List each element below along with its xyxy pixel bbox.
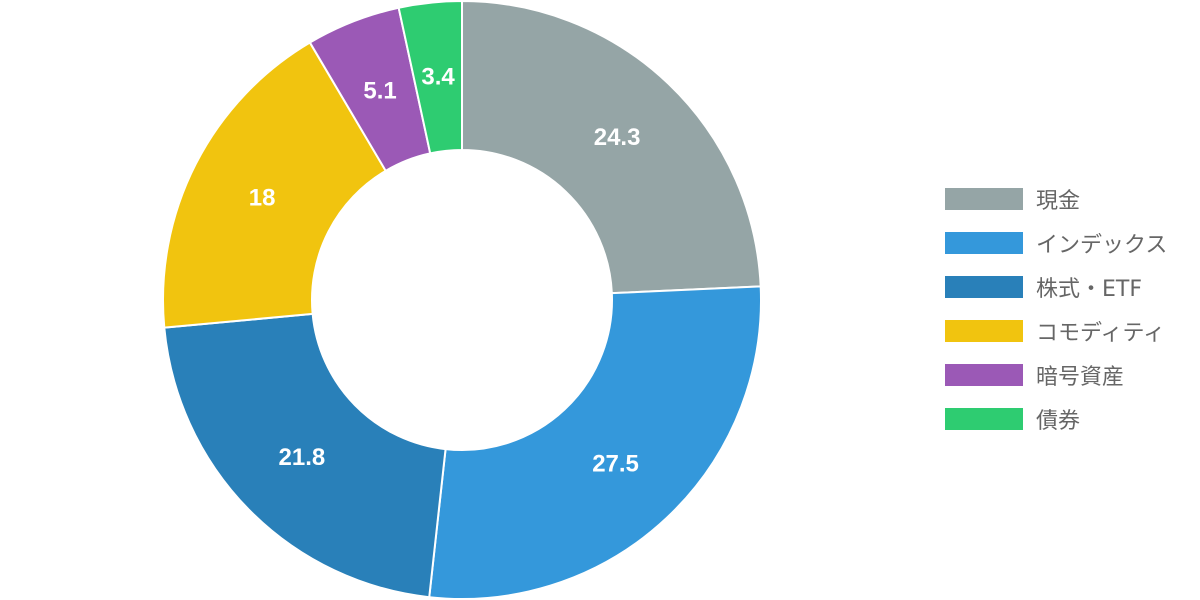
chart-legend: 現金インデックス 株式・ETF コモディティ 暗号資産債券 [945, 177, 1195, 441]
legend-swatch [945, 232, 1023, 254]
chart-value-labels: 24.3 27.5 21.8 18 5.1 3.4 [249, 63, 641, 477]
slice-1 [461, 0, 762, 295]
legend-label: 債券 [1036, 409, 1081, 434]
legend-label: 株式・ETF [1036, 277, 1142, 302]
legend-label: 暗号資産 [1036, 365, 1125, 390]
slice-value-label: 24.3 [594, 124, 641, 151]
legend-swatch [945, 408, 1023, 430]
legend-item[interactable]: インデックス [945, 221, 1195, 265]
legend-item[interactable]: コモディティ [945, 309, 1195, 353]
legend-item[interactable]: 債券 [945, 397, 1195, 441]
legend-swatch [945, 188, 1023, 210]
legend-label: インデックス [1036, 233, 1168, 258]
legend-swatch [945, 364, 1023, 386]
slice-value-label: 3.4 [421, 63, 455, 90]
slice-value-label: 21.8 [279, 444, 326, 471]
slice-value-label: 18 [249, 184, 276, 211]
slice-value-label: 27.5 [592, 450, 639, 477]
legend-label: コモディティ [1036, 321, 1166, 346]
slice-value-label: 5.1 [363, 77, 396, 104]
legend-item[interactable]: 暗号資産 [945, 353, 1195, 397]
legend-item[interactable]: 現金 [945, 177, 1195, 221]
slice-2 [428, 285, 762, 600]
slice-3 [163, 312, 447, 599]
legend-swatch [945, 320, 1023, 342]
legend-label: 現金 [1036, 189, 1081, 214]
legend-swatch [945, 276, 1023, 298]
slice-6 [397, 0, 463, 155]
legend-item[interactable]: 株式・ETF [945, 265, 1195, 309]
chart-slices [162, 0, 762, 600]
slice-4 [162, 41, 388, 329]
